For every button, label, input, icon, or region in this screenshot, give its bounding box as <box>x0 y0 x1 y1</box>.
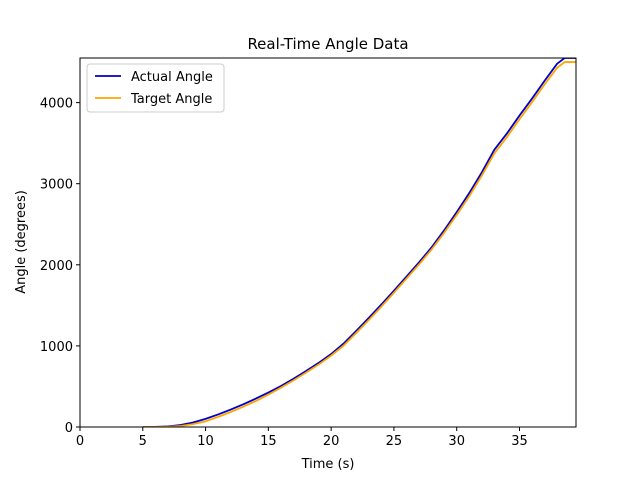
y-tick-label: 3000 <box>40 178 73 193</box>
x-tick-label: 5 <box>139 434 147 449</box>
x-axis: 0 5 10 15 20 25 30 35 <box>76 427 528 449</box>
y-axis-label: Angle (degrees) <box>14 190 29 294</box>
actual-angle-line <box>142 58 576 427</box>
x-tick-label: 10 <box>197 434 214 449</box>
chart-title: Real-Time Angle Data <box>247 35 408 53</box>
y-axis: 0 1000 2000 3000 4000 <box>40 97 80 436</box>
y-tick-label: 0 <box>65 421 73 436</box>
x-tick-label: 25 <box>386 434 403 449</box>
y-tick-label: 4000 <box>40 97 73 112</box>
x-axis-label: Time (s) <box>301 457 355 472</box>
legend-label-target: Target Angle <box>130 92 212 107</box>
legend: Actual Angle Target Angle <box>86 63 225 113</box>
x-tick-label: 15 <box>260 434 277 449</box>
y-tick-label: 1000 <box>40 340 73 355</box>
x-tick-label: 30 <box>448 434 465 449</box>
legend-label-actual: Actual Angle <box>131 70 213 85</box>
x-tick-label: 35 <box>511 434 528 449</box>
y-tick-label: 2000 <box>40 259 73 274</box>
series-layer <box>142 58 576 427</box>
legend-box <box>86 63 225 113</box>
plot-frame <box>79 57 577 428</box>
target-angle-line <box>142 61 576 427</box>
x-tick-label: 20 <box>323 434 340 449</box>
x-tick-label: 0 <box>76 434 84 449</box>
